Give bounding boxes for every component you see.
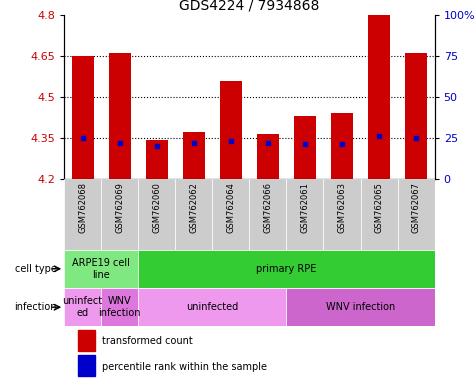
Bar [405, 53, 427, 179]
Bar [138, 250, 435, 288]
Text: GSM762065: GSM762065 [375, 182, 383, 233]
Text: WNV infection: WNV infection [326, 302, 395, 312]
Text: cell type: cell type [15, 264, 57, 274]
Bar [146, 141, 168, 179]
Bar [220, 81, 242, 179]
Bar [212, 179, 249, 250]
Bar [175, 179, 212, 250]
Bar [78, 356, 95, 376]
Bar [109, 53, 131, 179]
Text: GSM762067: GSM762067 [412, 182, 420, 233]
Text: ARPE19 cell
line: ARPE19 cell line [72, 258, 130, 280]
Text: GSM762064: GSM762064 [227, 182, 235, 233]
Bar [64, 250, 138, 288]
Text: transformed count: transformed count [102, 336, 193, 346]
Text: GSM762062: GSM762062 [190, 182, 198, 233]
Bar [64, 288, 101, 326]
Text: infection: infection [14, 302, 57, 312]
Bar [286, 288, 435, 326]
Text: GSM762066: GSM762066 [264, 182, 272, 233]
Text: uninfect
ed: uninfect ed [63, 296, 103, 318]
Bar [78, 330, 95, 351]
Bar [249, 179, 286, 250]
Bar [183, 132, 205, 179]
Bar [361, 179, 398, 250]
Text: GSM762069: GSM762069 [115, 182, 124, 233]
Title: GDS4224 / 7934868: GDS4224 / 7934868 [179, 0, 320, 13]
Bar [286, 179, 323, 250]
Bar [101, 179, 138, 250]
Text: GSM762068: GSM762068 [78, 182, 87, 233]
Text: GSM762061: GSM762061 [301, 182, 309, 233]
Bar [294, 116, 316, 179]
Bar [398, 179, 435, 250]
Bar [72, 56, 94, 179]
Bar [138, 288, 286, 326]
Bar [101, 288, 138, 326]
Bar [257, 134, 279, 179]
Text: GSM762060: GSM762060 [152, 182, 161, 233]
Text: uninfected: uninfected [186, 302, 238, 312]
Bar [138, 179, 175, 250]
Bar [323, 179, 361, 250]
Text: primary RPE: primary RPE [256, 264, 317, 274]
Text: GSM762063: GSM762063 [338, 182, 346, 233]
Bar [368, 15, 390, 179]
Text: percentile rank within the sample: percentile rank within the sample [102, 362, 267, 372]
Text: WNV
infection: WNV infection [98, 296, 141, 318]
Bar [331, 113, 353, 179]
Bar [64, 179, 101, 250]
